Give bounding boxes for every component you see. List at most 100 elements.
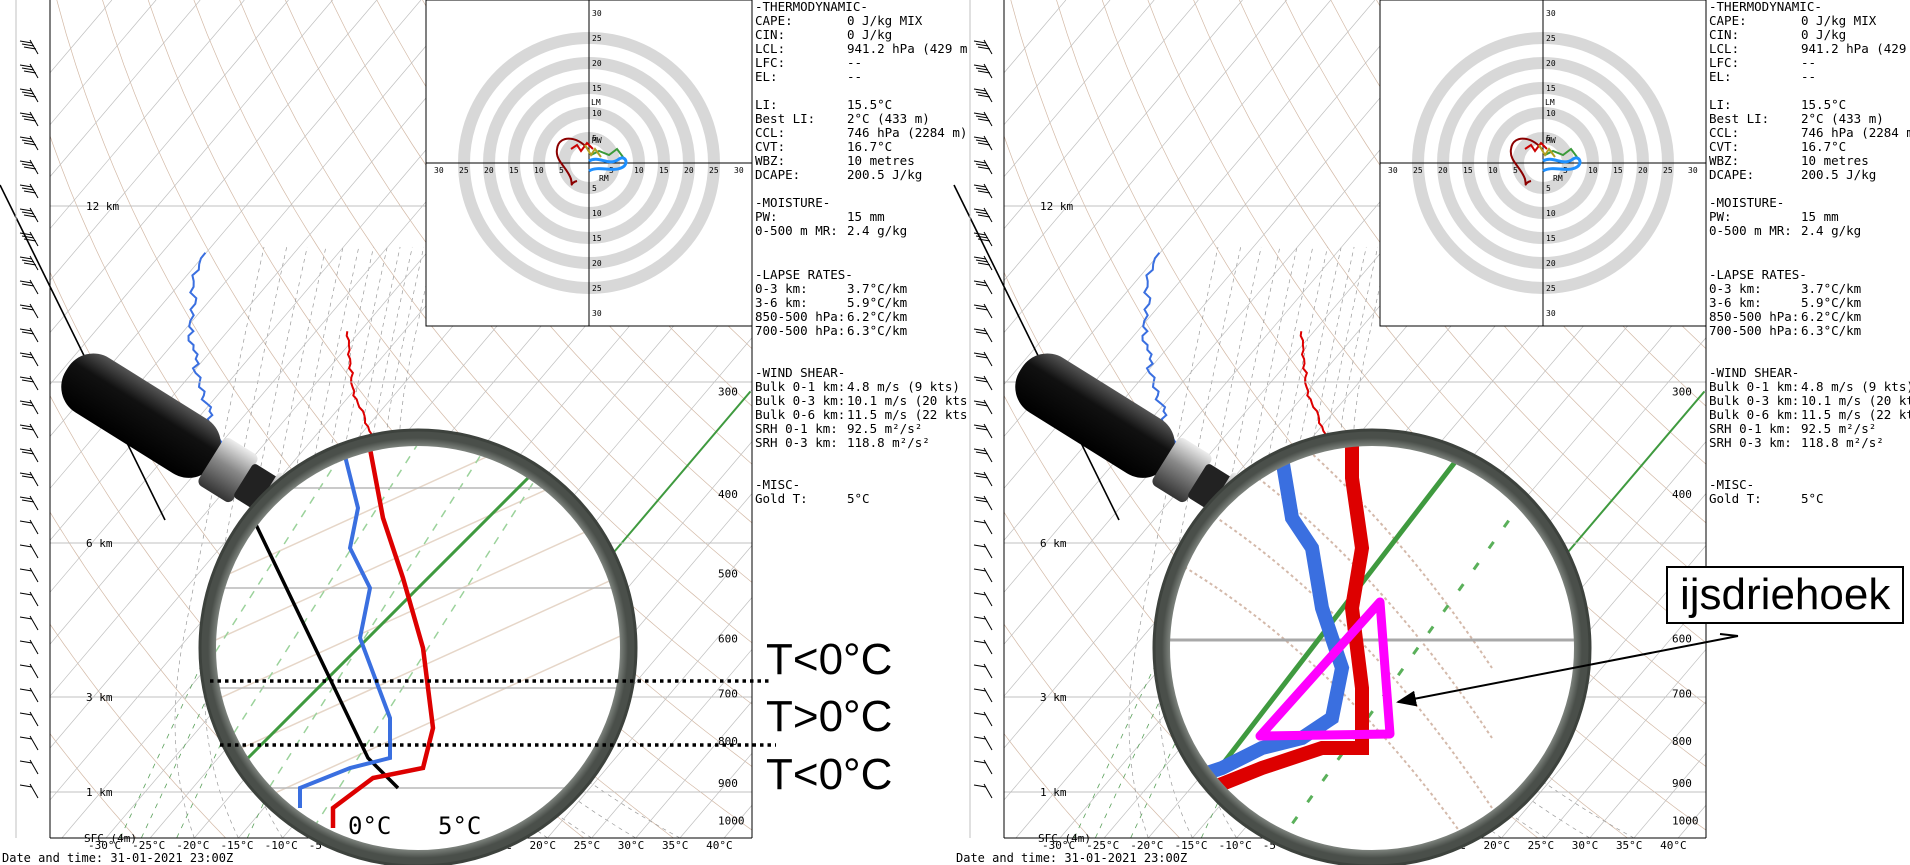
pressure-tick-label: 600 [1672,633,1692,646]
readout-value: -- [1801,55,1817,70]
wind-barb [19,279,39,295]
readout-row: Bulk 0-6 km: 11.5 m/s (22 kts [1709,408,1910,422]
pressure-tick-label: 300 [718,386,738,399]
hodograph-mark: MW [592,136,602,145]
hodograph-tick: 10 [1546,209,1556,218]
readout-value: 16.7°C [847,139,893,154]
wind-barb [973,711,993,727]
moist-adiabat [335,246,504,839]
magnifier-rim [1154,430,1590,865]
isotherm [50,0,333,334]
lens-temperature [1164,440,1370,815]
readout-value: 10 metres [847,153,915,168]
height-tick-label: 6 km [86,537,113,550]
readout-value: 6.3°C/km [847,323,908,338]
hodograph-tick: 20 [1546,259,1556,268]
readout-key [1709,84,1801,98]
pressure-tick-label: 300 [1672,386,1692,399]
temperature-tick-label: 25°C [574,839,601,852]
dry-adiabat [50,623,226,839]
readout-key: CVT: [755,139,786,154]
temperature-tick-label: -10°C [1219,839,1252,852]
height-tick-label: 12 km [1040,200,1073,213]
readout-key: 0-500 m MR: [1709,223,1792,238]
readout-section-misc: -MISC- Gold T: 5°C [755,478,967,506]
wind-barb [973,159,993,175]
hodograph-mark: LM [591,98,601,107]
readout-value: 5.9°C/km [847,295,908,310]
pressure-tick-label: 400 [718,488,738,501]
wind-barb [19,303,39,319]
temperature-tick-label: -10°C [265,839,298,852]
height-tick-label: SFC (4m) [84,832,137,845]
hodograph-tick: 5 [559,166,564,175]
readout-key: DCAPE: [1709,167,1755,182]
wind-barb [973,591,993,607]
height-tick-label: 3 km [86,691,113,704]
readout-key: Bulk 0-3 km: [1709,393,1800,408]
readout-value: 200.5 J/kg [847,167,923,182]
readout-value: 6.2°C/km [1801,309,1862,324]
readout-row: CAPE: 0 J/kg MIX [1709,14,1910,28]
readout-value: 2°C (433 m) [1801,111,1884,126]
readout-value: -- [847,69,863,84]
callout-arrow-tail [1719,633,1739,637]
wind-barb [973,255,993,271]
temp-label-upper: T<0°C [766,635,893,684]
readout-key: 0-3 km: [1709,281,1762,296]
readout-key: WBZ: [1709,153,1740,168]
readout-row: Gold T: 5°C [1709,492,1910,506]
readout-section-thermo: -THERMODYNAMIC- CAPE: 0 J/kg MIX CIN: 0 J/kg… [1709,0,1910,182]
callout-arrow [1396,635,1739,707]
readout-key: Bulk 0-1 km: [755,379,846,394]
hodograph-mark: RM [599,174,609,183]
readout-key: SRH 0-1 km: [755,421,838,436]
wind-barb [973,759,993,775]
date-time-left: Date and time: 31-01-2021 23:00Z [2,851,234,865]
hodograph-trace-red [1524,141,1548,153]
wind-barb [973,471,993,487]
wind-barb [973,63,993,79]
lens-mixing-line [287,440,569,856]
readout-key: 700-500 hPa: [1709,323,1800,338]
hodograph-tick: 25 [1663,166,1673,175]
wind-barb [19,39,39,55]
hodograph-tick: 15 [1546,234,1556,243]
readout-value: 2°C (433 m) [847,111,930,126]
readout-row: Bulk 0-1 km: 4.8 m/s (9 kts) [1709,380,1910,394]
hodograph-tick: 30 [592,9,602,18]
moist-adiabat [1158,246,1242,839]
pressure-tick-label: 500 [718,568,738,581]
hodograph-tick: 10 [1588,166,1598,175]
magnifier-lens: 0°C 5°C [210,440,626,856]
readout-value: 118.8 m²/s² [1801,435,1884,450]
hodograph-tick: 5 [592,134,597,143]
pressure-tick-label: 800 [718,735,738,748]
hodograph-tick: 30 [1546,9,1556,18]
readout-key: Best LI: [755,111,816,126]
height-tick-label: 12 km [86,200,119,213]
temperature-tick-label: 35°C [1616,839,1643,852]
dry-adiabat [1330,0,1706,465]
hodograph-trace-lower [1509,137,1544,186]
moist-adiabat [1289,246,1458,839]
readout-value: 15 mm [1801,209,1839,224]
wind-barb [19,495,39,511]
wind-barb [19,783,39,799]
readout-header: -LAPSE RATES- [755,267,853,282]
dry-adiabat [1147,0,1706,705]
readout-value: 10.1 m/s (20 kts [1801,393,1910,408]
hodograph-tick: 30 [1688,166,1698,175]
height-tick-label: 3 km [1040,691,1067,704]
temperature-tick-label: -20°C [176,839,209,852]
dry-adiabat [1376,0,1706,407]
isotherm [50,0,289,282]
readout-row: CVT: 16.7°C [1709,140,1910,154]
wind-barb [973,375,993,391]
readout-key: LCL: [1709,41,1740,56]
readout-key: 3-6 km: [1709,295,1762,310]
hodograph-trace-lower [555,137,590,186]
hodograph-tick: 30 [1546,309,1556,318]
pressure-tick-label: 900 [718,777,738,790]
temperature-tick-label: -15°C [1174,839,1207,852]
